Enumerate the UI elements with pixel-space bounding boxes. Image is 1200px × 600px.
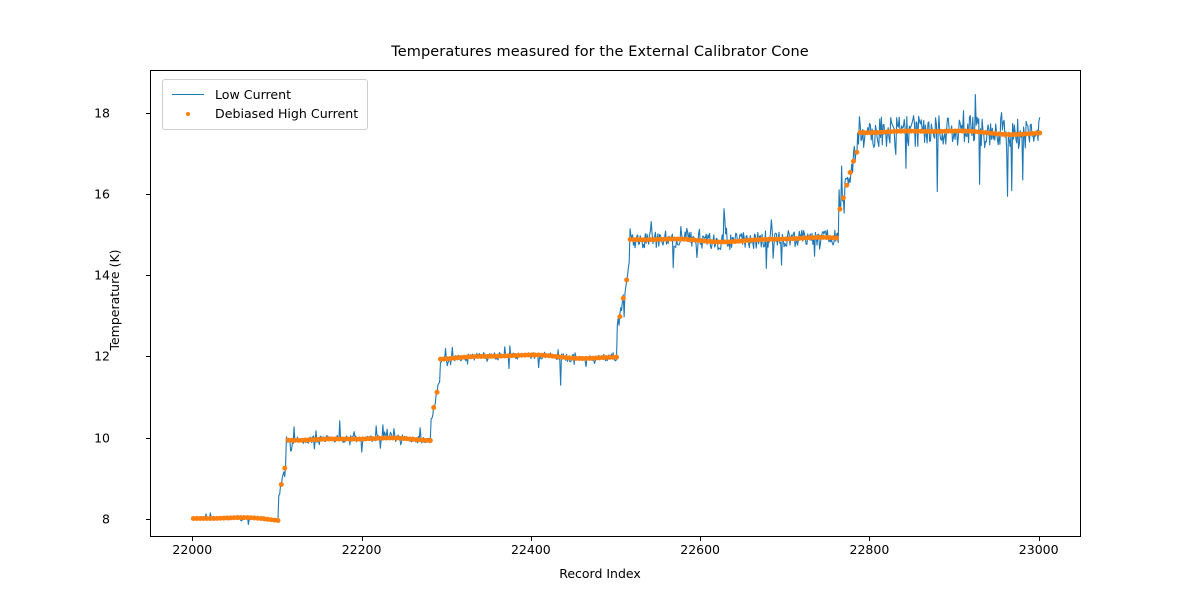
x-tick-mark [869, 537, 871, 541]
x-tick-label: 22000 [172, 542, 213, 557]
x-tick-label: 22800 [849, 542, 890, 557]
y-axis-label: Temperature (K) [107, 249, 123, 351]
x-tick-label: 22400 [510, 542, 551, 557]
y-tick-label: 16 [94, 186, 110, 202]
y-tick-label: 8 [102, 511, 110, 527]
x-axis-label: Record Index [559, 566, 641, 581]
chart-legend: Low Current Debiased High Current [162, 79, 369, 130]
x-tick-mark [700, 537, 702, 541]
legend-line-swatch [170, 88, 206, 102]
y-tick-mark [146, 112, 150, 114]
x-tick-mark [1038, 537, 1040, 541]
y-tick-label: 14 [94, 267, 110, 283]
x-tick-mark [192, 537, 194, 541]
series-low-current [192, 93, 1041, 525]
series-debiased-high-current [190, 128, 1043, 524]
legend-item-low-current: Low Current [170, 85, 358, 104]
x-tick-mark [361, 537, 363, 541]
legend-label-low-current: Low Current [215, 86, 292, 102]
y-tick-mark [146, 275, 150, 277]
legend-label-debiased-high-current: Debiased High Current [215, 105, 359, 121]
page-title: Temperatures measured for the External C… [391, 44, 809, 60]
x-tick-label: 22600 [680, 542, 721, 557]
y-tick-mark [146, 518, 150, 520]
legend-marker-swatch [170, 107, 206, 121]
y-tick-label: 18 [94, 105, 110, 121]
y-tick-label: 12 [94, 348, 110, 364]
x-tick-mark [530, 537, 532, 541]
plot-area [150, 70, 1081, 537]
y-axis-label-container: Temperature (K) [104, 0, 124, 600]
legend-item-debiased-high-current: Debiased High Current [170, 104, 358, 123]
chart-canvas [190, 93, 1043, 525]
x-tick-label: 22200 [341, 542, 382, 557]
y-tick-mark [146, 437, 150, 439]
y-tick-mark [146, 356, 150, 358]
y-tick-mark [146, 193, 150, 195]
x-tick-label: 23000 [1018, 542, 1059, 557]
y-tick-label: 10 [94, 430, 110, 445]
